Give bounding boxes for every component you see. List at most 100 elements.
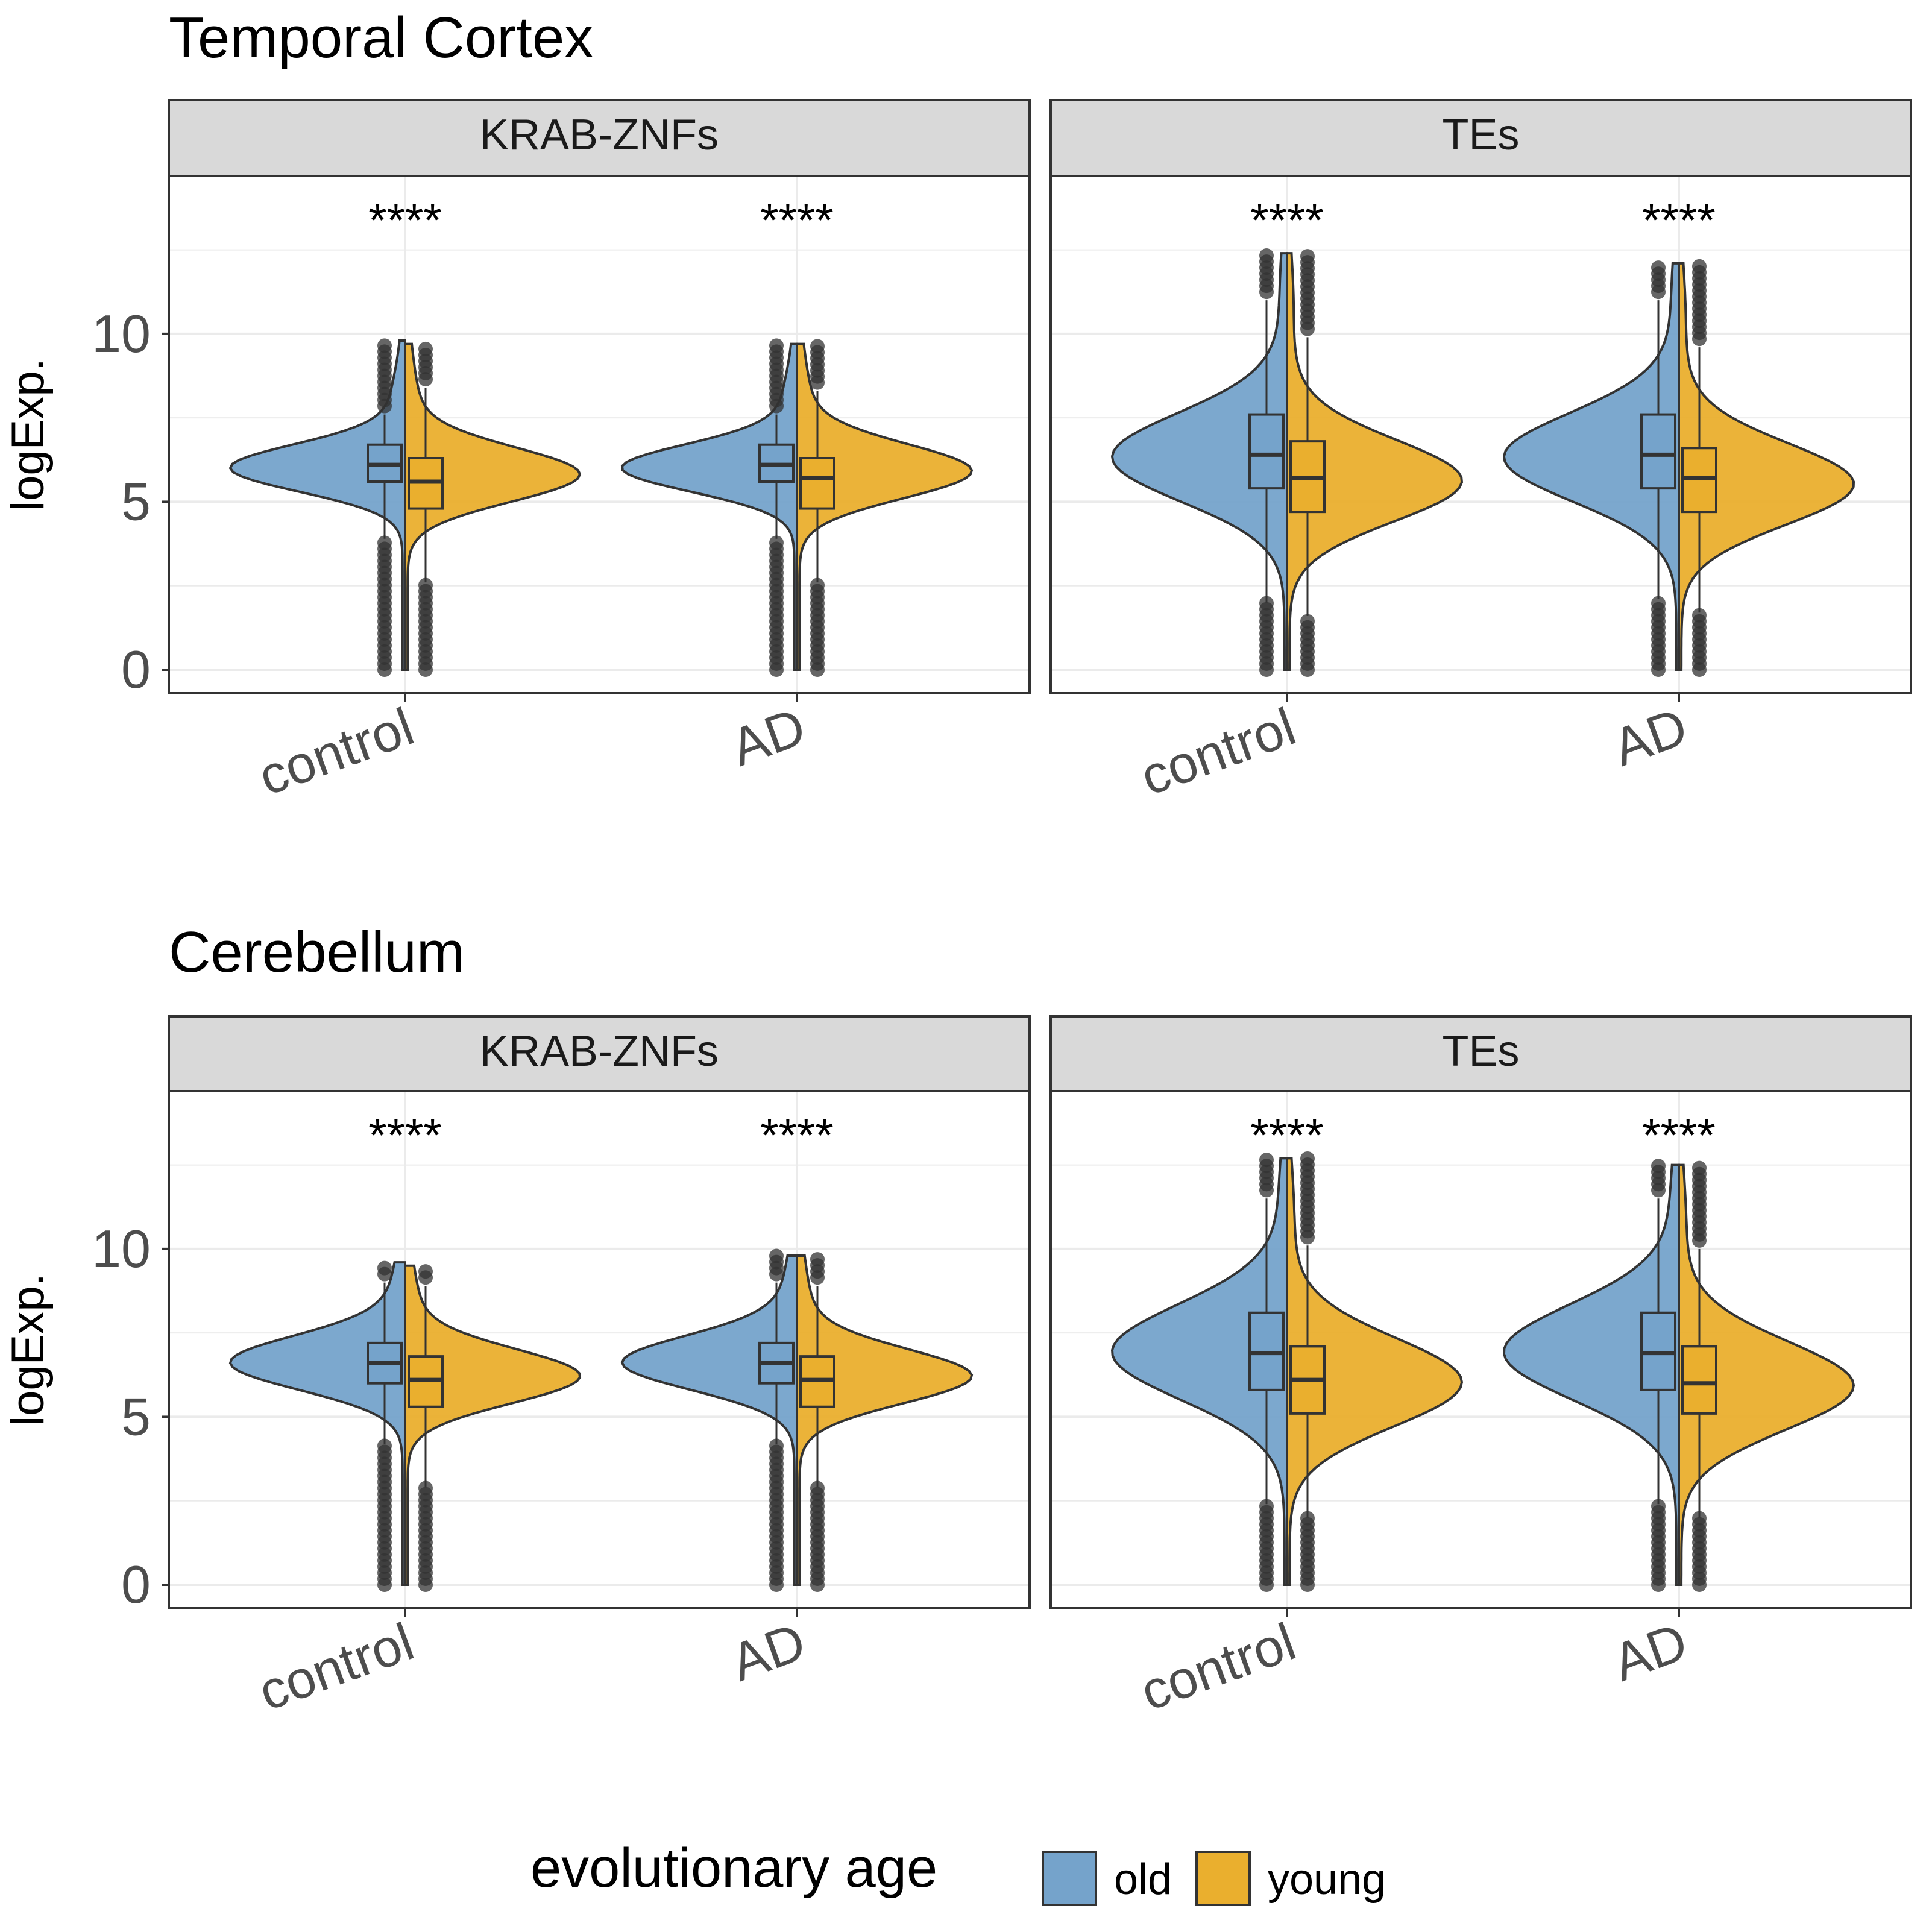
violin-group-old-ad [620,1248,798,1592]
legend-key-old [1042,1851,1097,1906]
outlier-point [1651,1499,1666,1514]
violin-group-old-ad [1502,260,1680,677]
outlier-point [418,1480,433,1496]
violin-group-young-ad [796,1252,974,1592]
outlier-point [1692,1160,1707,1175]
x-tick-label: AD [723,1611,813,1693]
significance-annotation: **** [1642,1109,1715,1162]
outlier-point [1259,1499,1274,1514]
y-tick-label: 0 [121,1555,151,1614]
box-young [799,457,835,510]
outlier-point [377,338,392,353]
outlier-point [769,1248,784,1263]
panel-border [168,1090,1031,1609]
panel-tes: TEs **** control **** AD [1049,1015,1912,1722]
y-tick-label: 5 [121,471,151,531]
violin-young [796,1254,974,1586]
x-tick-label: control [1133,696,1303,807]
violin-group-old-ad [620,338,798,677]
outlier-point [1259,1153,1274,1168]
y-tick-label: 10 [92,304,151,363]
panel-border [1049,1090,1912,1609]
panel-krab-znfs: KRAB-ZNFs **** control **** AD [168,1015,1031,1722]
outlier-point [1692,1511,1707,1526]
outlier-point [1300,1511,1315,1526]
violin-young [404,342,582,671]
significance-annotation: **** [760,194,833,247]
outlier-point [810,339,825,354]
strip-label: TEs [1442,111,1519,159]
x-tick-label: control [251,1611,421,1722]
panel-border [1049,175,1912,694]
significance-annotation: **** [1642,194,1715,247]
significance-annotation: **** [760,1109,833,1162]
x-tick-label: AD [1605,696,1695,778]
violin-group-young-control [1286,249,1464,677]
panel-border [168,175,1031,694]
chart-title: Cerebellum [169,920,465,984]
x-tick-label: AD [1605,1611,1695,1693]
outlier-point [377,1260,392,1276]
outlier-point [418,1264,433,1279]
outlier-point [1259,596,1274,611]
violin-old [1502,262,1680,671]
significance-annotation: **** [368,1109,441,1162]
y-axis-label: logExp. [2,1273,54,1426]
legend-label-young: young [1268,1855,1386,1904]
violin-group-young-ad [796,339,974,677]
outlier-point [769,1438,784,1453]
outlier-point [810,577,825,593]
violin-group-young-control [404,341,582,677]
y-tick-label: 10 [92,1219,151,1279]
violin-young [1678,262,1855,671]
violin-group-old-control [228,1260,406,1592]
panel-tes: TEs **** control **** AD [1049,99,1912,807]
violin-group-young-control [404,1264,582,1592]
outlier-point [1692,608,1707,623]
panel-krab-znfs: KRAB-ZNFs **** control **** AD [168,99,1031,807]
box-young [1681,1345,1717,1415]
outlier-point [810,1252,825,1267]
box-old [1640,413,1676,490]
violin-group-old-control [1110,1153,1288,1592]
strip-background [168,99,1031,177]
outlier-point [1651,596,1666,611]
violin-old [1110,1157,1288,1586]
violin-old [620,1254,798,1586]
outlier-point [1651,1159,1666,1174]
x-tick-label: AD [723,696,813,778]
outlier-point [810,1480,825,1496]
facet-row-0: Temporal Cortex logExp. 0 5 10 KRAB-ZNFs **** c… [2,5,1912,807]
outlier-point [418,577,433,593]
chart-title: Temporal Cortex [169,5,593,70]
legend: evolutionary age old young [530,1837,1386,1906]
strip-background [1049,1015,1912,1092]
violin-group-young-ad [1678,1160,1855,1592]
violin-young [1286,1157,1464,1586]
strip-label: TEs [1442,1027,1519,1075]
violin-old [1502,1163,1680,1586]
significance-annotation: **** [1250,194,1323,247]
violin-young [796,342,974,671]
violin-young [1286,252,1464,671]
legend-key-young [1195,1851,1251,1906]
outlier-point [418,341,433,356]
violin-group-old-control [228,338,406,677]
legend-title: evolutionary age [530,1837,937,1899]
y-tick-label: 0 [121,640,151,699]
y-tick-label: 5 [121,1386,151,1446]
outlier-point [1300,614,1315,629]
violin-old [228,1261,406,1586]
violin-group-young-ad [1678,259,1855,677]
outlier-point [769,535,784,550]
violin-group-old-control [1110,248,1288,677]
violin-young [1678,1163,1855,1586]
x-tick-label: control [1133,1611,1303,1722]
legend-label-old: old [1114,1855,1172,1904]
violin-group-old-ad [1502,1159,1680,1592]
x-tick-label: control [251,696,421,807]
violin-old [1110,252,1288,671]
strip-background [1049,99,1912,177]
